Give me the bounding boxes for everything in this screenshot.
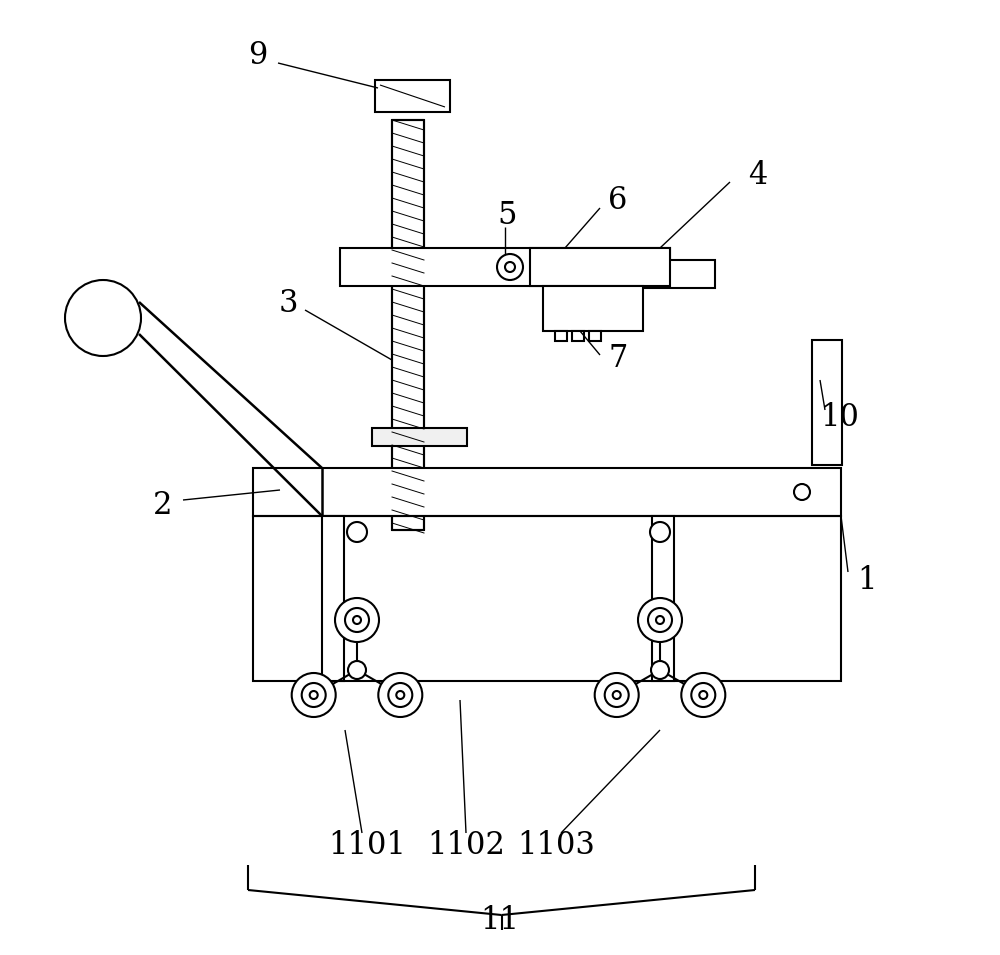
Circle shape xyxy=(605,683,629,707)
Bar xyxy=(372,428,467,446)
Circle shape xyxy=(691,683,715,707)
Text: 11: 11 xyxy=(480,904,520,936)
Text: 3: 3 xyxy=(278,287,298,319)
Circle shape xyxy=(396,691,404,699)
Bar xyxy=(253,516,841,681)
Bar xyxy=(555,331,567,341)
Circle shape xyxy=(656,616,664,624)
Bar xyxy=(572,331,584,341)
Bar xyxy=(340,248,670,286)
Text: 9: 9 xyxy=(248,39,268,71)
Text: 1103: 1103 xyxy=(517,830,595,860)
Circle shape xyxy=(595,673,639,717)
Circle shape xyxy=(650,522,670,542)
Bar xyxy=(322,516,344,681)
Bar xyxy=(253,468,841,516)
Circle shape xyxy=(292,673,336,717)
Text: 5: 5 xyxy=(497,200,517,230)
Circle shape xyxy=(613,691,621,699)
Bar xyxy=(543,286,643,331)
Circle shape xyxy=(699,691,707,699)
Circle shape xyxy=(794,484,810,500)
Bar xyxy=(652,516,674,681)
Text: 1102: 1102 xyxy=(427,830,505,860)
Circle shape xyxy=(638,598,682,642)
Circle shape xyxy=(348,661,366,679)
Circle shape xyxy=(648,608,672,632)
Bar xyxy=(375,80,450,112)
Circle shape xyxy=(353,616,361,624)
Text: 7: 7 xyxy=(608,343,628,373)
Text: 1: 1 xyxy=(857,564,877,596)
Circle shape xyxy=(378,673,422,717)
Circle shape xyxy=(497,254,523,280)
Text: 6: 6 xyxy=(608,184,628,216)
Circle shape xyxy=(681,673,725,717)
Circle shape xyxy=(388,683,412,707)
Circle shape xyxy=(505,262,515,272)
Circle shape xyxy=(310,691,318,699)
Circle shape xyxy=(651,661,669,679)
Bar xyxy=(812,340,842,465)
Circle shape xyxy=(65,280,141,356)
Bar xyxy=(530,248,670,286)
Text: 2: 2 xyxy=(153,490,173,520)
Bar xyxy=(625,260,715,288)
Circle shape xyxy=(335,598,379,642)
Circle shape xyxy=(302,683,326,707)
Bar xyxy=(589,331,601,341)
Text: 1101: 1101 xyxy=(328,830,406,860)
Text: 4: 4 xyxy=(748,159,768,190)
Text: 10: 10 xyxy=(821,401,859,433)
Circle shape xyxy=(347,522,367,542)
Bar xyxy=(392,120,424,530)
Circle shape xyxy=(345,608,369,632)
